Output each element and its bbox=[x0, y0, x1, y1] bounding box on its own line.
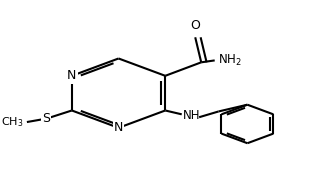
Text: S: S bbox=[42, 112, 50, 125]
Text: CH$_3$: CH$_3$ bbox=[1, 115, 24, 129]
Text: N: N bbox=[114, 121, 123, 134]
Text: O: O bbox=[190, 19, 200, 32]
Text: NH: NH bbox=[183, 109, 201, 122]
Text: N: N bbox=[67, 69, 76, 82]
Text: NH$_2$: NH$_2$ bbox=[218, 53, 242, 68]
